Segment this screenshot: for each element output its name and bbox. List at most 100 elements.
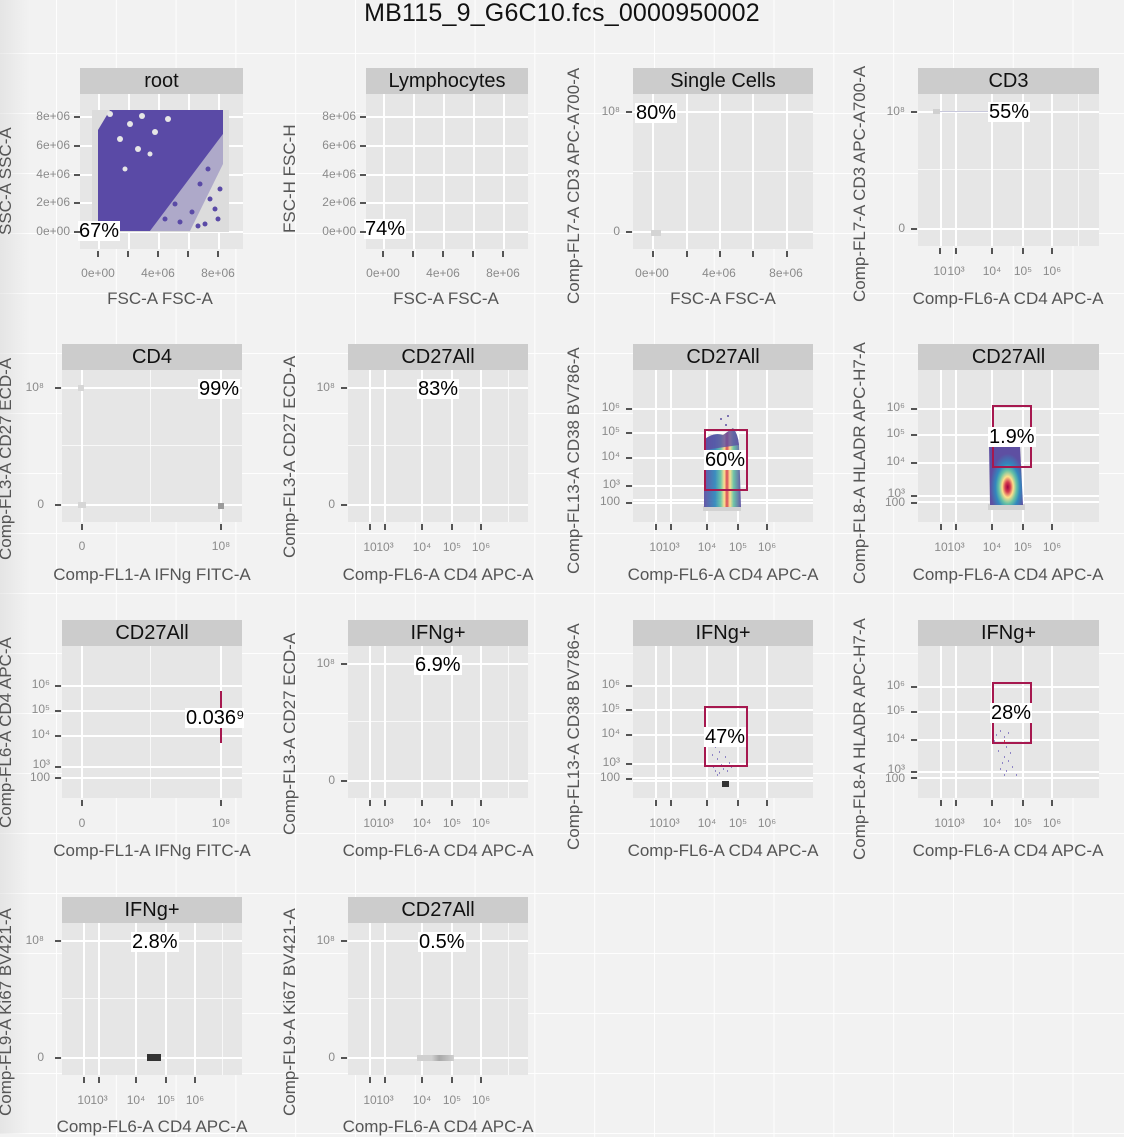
y-tick-label: 10⁵: [601, 424, 620, 438]
y-tick-label: 0e+00: [36, 224, 70, 238]
x-tick-label: 10: [363, 816, 377, 830]
x-axis-title: Comp-FL6-A CD4 APC-A: [627, 841, 819, 860]
x-tick-label: 10³: [376, 816, 394, 830]
y-axis-title: Comp-FL8-A HLADR APC-H7-A: [850, 618, 869, 860]
y-tick-label: 0e+00: [322, 224, 356, 238]
y-tick-label: 10⁴: [601, 726, 620, 740]
strip-label: IFNg+: [918, 620, 1099, 646]
gate-percent-label: 2.8%: [131, 931, 179, 953]
x-tick-label: 10⁵: [1013, 264, 1033, 278]
density-block: [417, 1055, 454, 1061]
x-tick-label: 10⁸: [211, 539, 231, 553]
y-tick-label: 2e+06: [322, 195, 356, 209]
x-axis-title: FSC-A FSC-A: [393, 289, 499, 308]
x-tick-label: 10⁴: [126, 1093, 146, 1107]
x-tick-label: 10⁶: [1042, 264, 1062, 278]
y-tick-label: 10⁵: [601, 701, 620, 715]
y-tick-label: 0: [898, 221, 905, 235]
gate-percent-label: 60%: [704, 449, 747, 471]
y-axis-title: Comp-FL3-A CD27 ECD-A: [280, 632, 299, 835]
strip-label: IFNg+: [62, 897, 242, 923]
y-tick-label: 0: [613, 224, 620, 238]
y-tick-label: 10⁸: [886, 104, 905, 118]
x-tick-label: 10⁵: [728, 540, 748, 554]
x-tick-label: 10⁶: [1042, 816, 1062, 830]
x-tick-label: 10⁴: [982, 816, 1002, 830]
gate-percent-label: 99%: [198, 378, 241, 400]
y-tick-label: 8e+06: [36, 109, 70, 123]
plot-area: 0.5%: [348, 923, 528, 1075]
x-tick-label: 10³: [376, 540, 394, 554]
y-tick-label: 10⁶: [886, 400, 905, 414]
x-tick-label: 10⁵: [442, 1093, 462, 1107]
x-tick-label: 10: [934, 540, 948, 554]
y-axis-title: Comp-FL13-A CD38 BV786-A: [564, 347, 583, 574]
strip-label: Single Cells: [633, 68, 813, 94]
x-tick-label: 4e+06: [426, 266, 460, 280]
x-tick-label: 8e+06: [769, 266, 803, 280]
x-tick-label: 10⁴: [697, 540, 717, 554]
y-tick-label: 10⁶: [31, 677, 50, 691]
x-tick-label: 10⁵: [156, 1093, 176, 1107]
y-tick-label: 10³: [602, 755, 620, 769]
y-tick-label: 10⁶: [601, 400, 620, 414]
y-tick-label: 0: [328, 773, 335, 787]
plot-area: 1.9%: [918, 370, 1099, 522]
y-tick-label: 10⁴: [601, 449, 620, 463]
x-axis-title: Comp-FL6-A CD4 APC-A: [342, 1117, 534, 1136]
plot-area: 28%: [918, 646, 1099, 798]
page-edge-shade: [0, 0, 30, 1134]
y-tick-label: 100: [884, 771, 905, 785]
strip-label: CD27All: [918, 344, 1099, 370]
x-tick-label: 10: [649, 816, 663, 830]
strip-label: IFNg+: [633, 620, 813, 646]
strip-label: CD3: [918, 68, 1099, 94]
x-tick-label: 0: [78, 816, 86, 830]
x-axis-title: Comp-FL6-A CD4 APC-A: [912, 841, 1104, 860]
y-tick-label: 6e+06: [322, 138, 356, 152]
density-plot: [988, 440, 1025, 510]
y-tick-label: 2e+06: [36, 195, 70, 209]
y-tick-label: 4e+06: [36, 167, 70, 181]
y-tick-label: 10⁴: [886, 731, 905, 745]
y-axis-title: SSC-A SSC-A: [0, 127, 15, 235]
y-tick-label: 0: [37, 1050, 44, 1064]
x-axis-title: Comp-FL6-A CD4 APC-A: [342, 565, 534, 584]
y-tick-label: 10⁵: [886, 426, 905, 440]
x-tick-label: 10⁴: [982, 540, 1002, 554]
x-tick-label: 8e+06: [201, 266, 235, 280]
y-tick-label: 100: [884, 495, 905, 509]
gate-percent-label: 47%: [704, 726, 747, 748]
plot-area: 80%: [633, 94, 813, 249]
x-tick-label: 10⁶: [1042, 540, 1062, 554]
x-tick-label: 10⁶: [757, 816, 777, 830]
strip-label: IFNg+: [348, 620, 528, 646]
y-tick-label: 10⁶: [886, 678, 905, 692]
x-tick-label: 0e+00: [81, 266, 115, 280]
x-axis-title: Comp-FL6-A CD4 APC-A: [342, 841, 534, 860]
x-axis-title: Comp-FL6-A CD4 APC-A: [627, 565, 819, 584]
x-tick-label: 8e+06: [486, 266, 520, 280]
plot-area: 74%: [364, 94, 528, 249]
y-tick-label: 10⁸: [316, 656, 335, 670]
figure-title: MB115_9_G6C10.fcs_0000950002: [364, 0, 760, 27]
y-tick-label: 10⁵: [31, 702, 50, 716]
y-axis-title: Comp-FL8-A HLADR APC-H7-A: [850, 342, 869, 584]
x-tick-label: 10⁸: [211, 816, 231, 830]
gate-percent-label: 0.036⁹: [185, 708, 244, 728]
strip-label: Lymphocytes: [366, 68, 528, 94]
plot-area: 60%: [633, 370, 813, 522]
x-tick-label: 10⁴: [697, 816, 717, 830]
y-tick-label: 10⁸: [601, 104, 620, 118]
x-tick-label: 10⁴: [412, 540, 432, 554]
y-tick-label: 8e+06: [322, 109, 356, 123]
x-tick-label: 10⁵: [442, 816, 462, 830]
x-tick-label: 4e+06: [702, 266, 736, 280]
y-tick-label: 10⁶: [601, 677, 620, 691]
plot-area: 0.036⁹: [62, 646, 244, 798]
x-tick-label: 10: [77, 1093, 91, 1107]
gate-percent-label: 74%: [364, 218, 407, 240]
y-tick-label: 10³: [887, 762, 905, 776]
gate-percent-label: 67%: [78, 220, 121, 242]
strip-label: root: [80, 68, 243, 94]
